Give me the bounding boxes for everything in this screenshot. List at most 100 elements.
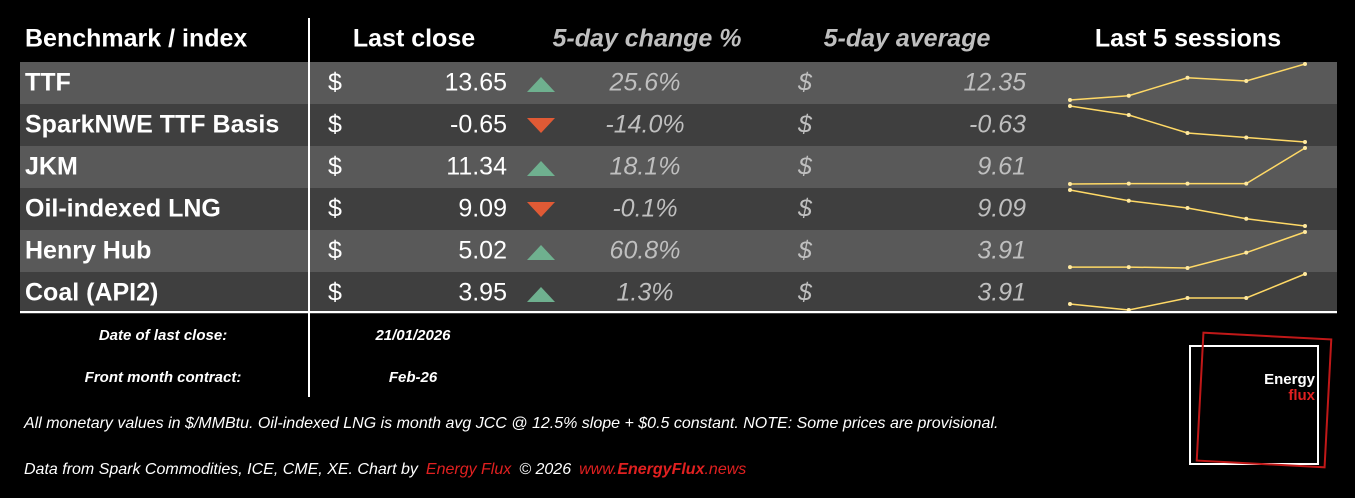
row-bg (20, 146, 1337, 188)
trend-arrow (527, 118, 555, 133)
spark-point (1185, 296, 1190, 300)
average: 3.91 (977, 237, 1026, 265)
spark-point (1244, 135, 1249, 140)
row-name: TTF (25, 69, 71, 97)
currency-avg: $ (797, 195, 813, 223)
contract-label: Front month contract: (85, 369, 242, 386)
spark-point (1185, 131, 1190, 135)
source-text: Data from Spark Commodities, ICE, CME, X… (24, 461, 419, 478)
row-name: JKM (25, 153, 78, 181)
header-close: Last close (353, 25, 475, 53)
change: -0.1% (612, 195, 677, 223)
spark-point (1244, 296, 1249, 300)
change: 18.1% (610, 153, 681, 181)
change: 25.6% (609, 69, 681, 97)
spark-point (1303, 272, 1307, 276)
spark-point (1126, 181, 1131, 186)
web-name: EnergyFlux (617, 461, 705, 478)
copyright: © 2026 (519, 461, 571, 478)
spark-point (1303, 230, 1307, 234)
currency-avg: $ (797, 69, 813, 97)
change: -14.0% (605, 111, 684, 139)
row-name: Henry Hub (25, 237, 151, 265)
row-name: Coal (API2) (25, 279, 158, 307)
spark-point (1185, 206, 1190, 210)
spark-point (1244, 250, 1249, 255)
spark-point (1068, 104, 1072, 108)
spark-point (1185, 181, 1190, 186)
spark-point (1303, 62, 1307, 66)
row-bg (20, 272, 1337, 314)
trend-arrow (527, 245, 555, 260)
logo-line2: flux (1288, 387, 1315, 404)
close: 13.65 (444, 69, 507, 97)
average: 12.35 (963, 69, 1026, 97)
spark-point (1185, 75, 1190, 80)
spark-point (1126, 198, 1131, 203)
row-bg (20, 104, 1337, 146)
row-bg (20, 188, 1337, 230)
currency-avg: $ (797, 279, 813, 307)
currency: $ (328, 195, 342, 223)
average: 3.91 (977, 279, 1026, 307)
trend-arrow (527, 77, 555, 92)
spark-point (1244, 181, 1249, 186)
spark-point (1126, 113, 1131, 117)
currency-avg: $ (797, 237, 813, 265)
source: Data from Spark Commodities, ICE, CME, X… (24, 461, 746, 478)
currency: $ (328, 153, 342, 181)
currency: $ (328, 69, 342, 97)
table-body: TTF $13.65 25.6% $12.35 SparkNWE TTF Basis $ -… (20, 62, 1337, 314)
logo-box (1189, 345, 1319, 465)
average: 9.09 (977, 195, 1026, 223)
date-label: Date of last close: (99, 327, 227, 344)
spark-point (1303, 224, 1307, 228)
header-change: 5-day change % (553, 25, 742, 53)
contract: Feb-26 (389, 369, 438, 386)
trend-arrow (527, 161, 555, 176)
web-suffix: .news (704, 461, 746, 478)
close: -0.65 (450, 111, 507, 139)
date: 21/01/2026 (374, 327, 451, 344)
spark-point (1244, 78, 1249, 83)
footnote: All monetary values in $/MMBtu. Oil-inde… (23, 415, 998, 432)
currency: $ (328, 111, 342, 139)
spark-point (1068, 265, 1072, 270)
trend-arrow (527, 287, 555, 302)
web-prefix: www. (579, 461, 617, 478)
close: 5.02 (458, 237, 507, 265)
spark-point (1068, 188, 1072, 192)
spark-point (1126, 93, 1131, 98)
currency-avg: $ (797, 153, 813, 181)
trend-arrow (527, 202, 555, 217)
logo-line1: Energy (1264, 371, 1316, 388)
spark-point (1303, 146, 1307, 150)
currency: $ (328, 279, 342, 307)
header-benchmark: Benchmark / index (25, 25, 247, 53)
average: -0.63 (969, 111, 1026, 139)
change: 60.8% (610, 237, 681, 265)
close: 3.95 (458, 279, 507, 307)
header-average: 5-day average (824, 25, 991, 53)
row-name: SparkNWE TTF Basis (25, 111, 279, 139)
spark-point (1068, 98, 1072, 102)
spark-point (1185, 266, 1190, 270)
header-sessions: Last 5 sessions (1095, 25, 1281, 53)
change: 1.3% (617, 279, 674, 307)
spark-point (1126, 265, 1131, 270)
row-name: Oil-indexed LNG (25, 195, 221, 223)
logo-box-red (1195, 331, 1333, 469)
close: 11.34 (446, 153, 507, 181)
average: 9.61 (977, 153, 1026, 181)
currency: $ (328, 237, 342, 265)
spark-point (1244, 216, 1249, 221)
spark-point (1068, 302, 1072, 306)
brand: Energy Flux (426, 461, 512, 478)
close: 9.09 (458, 195, 507, 223)
currency-avg: $ (797, 111, 813, 139)
row-bg (20, 230, 1337, 272)
spark-point (1068, 182, 1072, 186)
spark-point (1303, 140, 1307, 144)
